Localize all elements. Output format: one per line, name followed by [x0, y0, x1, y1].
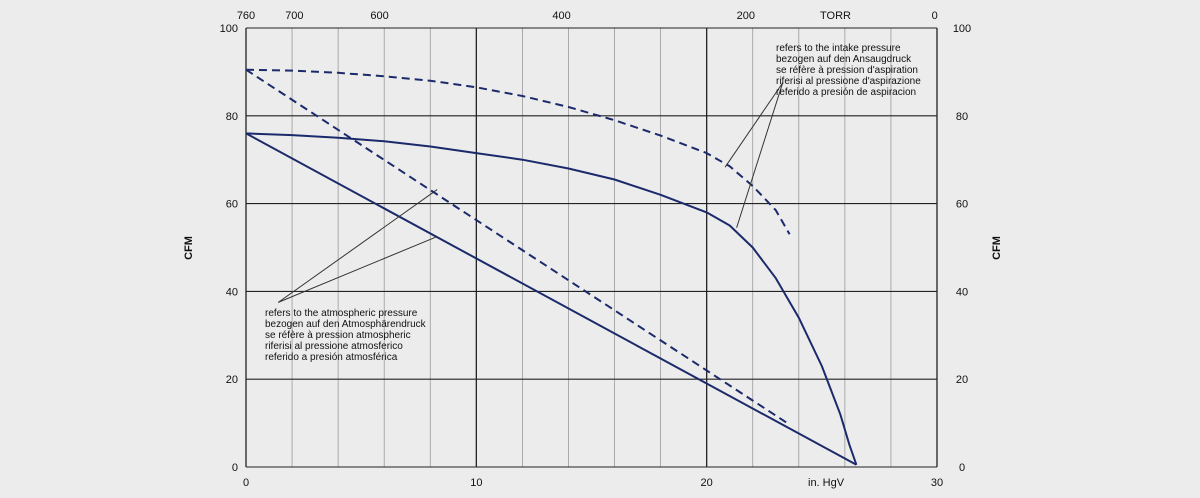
x-tick-label: 30 — [931, 477, 943, 489]
annotation-line: riferisi al pressione atmosferico — [265, 341, 403, 352]
annotation-line: refers to the atmospheric pressure — [265, 308, 418, 319]
top-tick-label: 0 — [932, 10, 938, 22]
series-line-solid-0 — [245, 132, 858, 466]
annotation-leader-line — [736, 82, 784, 228]
annotation-line: referido a presión de aspiracion — [776, 87, 916, 98]
annotation-leader-line — [277, 189, 438, 303]
annotation-line: referido a presión atmosférica — [265, 352, 398, 363]
y-axis-label-left: CFM — [183, 236, 195, 260]
y-tick-label-right: 80 — [956, 111, 968, 123]
top-tick-label: 760 — [237, 10, 255, 22]
series-line-solid-2 — [245, 132, 857, 466]
y-tick-label-right: 40 — [956, 286, 968, 298]
top-axis-label: TORR — [820, 10, 851, 22]
y-tick-label-left: 40 — [226, 286, 238, 298]
annotation-line: refers to the intake pressure — [776, 43, 901, 54]
annotation-line: riferisi al pressione d'aspirazione — [776, 76, 921, 87]
y-tick-label-left: 60 — [226, 199, 238, 211]
annotation-line: se réfère à pression atmospheric — [265, 330, 411, 341]
annotation-leader-line — [278, 236, 438, 303]
annotation-line: se réfère à pression d'aspiration — [776, 65, 918, 76]
series-group — [245, 68, 858, 466]
y-tick-label-left: 20 — [226, 374, 238, 386]
x-tick-label: 20 — [701, 477, 713, 489]
top-tick-label: 200 — [737, 10, 755, 22]
x-tick-label: 0 — [243, 477, 249, 489]
top-tick-label: 700 — [285, 10, 303, 22]
y-tick-label-right: 100 — [953, 23, 971, 35]
annotation-atmospheric: refers to the atmospheric pressure bezog… — [265, 308, 427, 363]
annotation-leader-line — [724, 82, 784, 168]
annotation-line: bezogen auf den Ansaugdruck — [776, 54, 912, 65]
y-tick-label-left: 0 — [232, 462, 238, 474]
series-line-dashed-3 — [245, 68, 788, 424]
top-tick-label: 400 — [552, 10, 570, 22]
x-tick-label: 10 — [470, 477, 482, 489]
y-tick-label-left: 80 — [226, 111, 238, 123]
y-tick-label-right: 0 — [959, 462, 965, 474]
x-axis-label: in. HgV — [808, 477, 845, 489]
y-tick-label-right: 20 — [956, 374, 968, 386]
series-line-dashed-1 — [245, 68, 791, 235]
y-tick-label-right: 60 — [956, 199, 968, 211]
annotation-line: bezogen auf den Atmosphärendruck — [265, 319, 427, 330]
grid — [245, 27, 938, 468]
top-tick-label: 600 — [370, 10, 388, 22]
y-tick-label-left: 100 — [220, 23, 238, 35]
y-axis-label-right: CFM — [991, 236, 1003, 260]
annotation-leaders — [277, 82, 784, 303]
annotation-intake: refers to the intake pressure bezogen au… — [776, 43, 921, 98]
